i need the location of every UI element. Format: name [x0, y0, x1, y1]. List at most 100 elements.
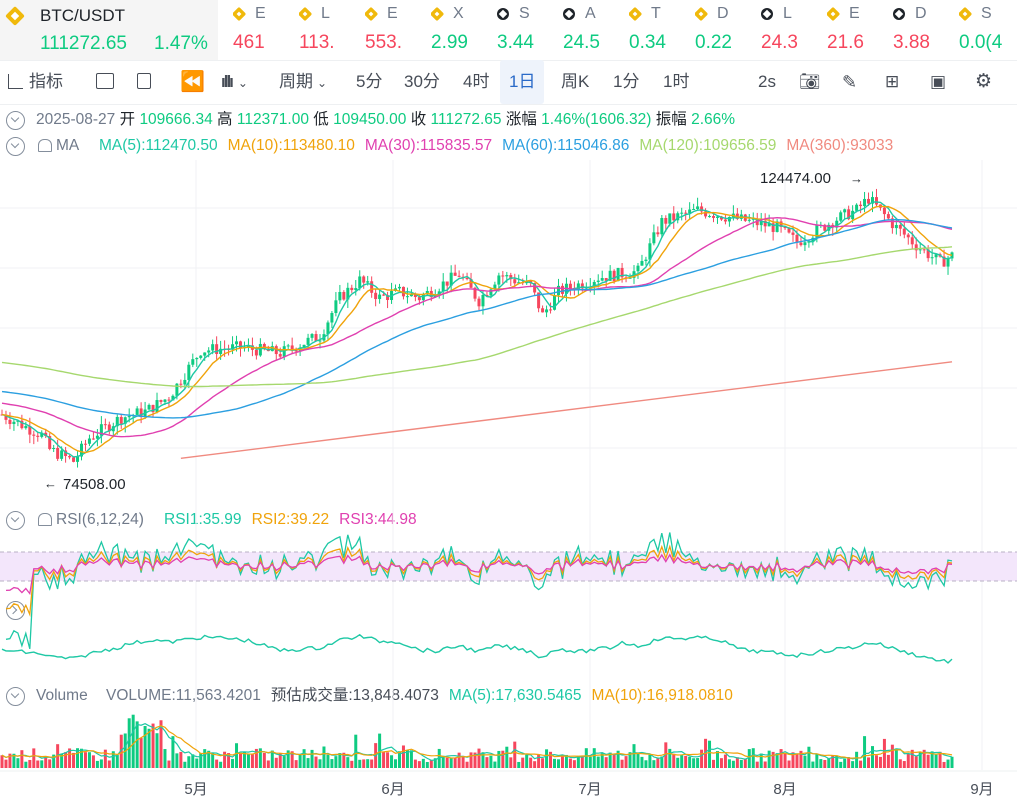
- candle-body: [568, 283, 572, 289]
- volume-bar: [441, 755, 445, 768]
- volume-bar: [246, 753, 250, 768]
- ticker-item[interactable]: L 24.3: [761, 0, 827, 60]
- candle-body: [83, 443, 87, 445]
- volume-bar: [481, 752, 485, 768]
- ticker-item[interactable]: S 3.44: [497, 0, 563, 60]
- volume-bar: [36, 760, 40, 768]
- volume-bar: [791, 752, 795, 768]
- volume-bar: [525, 754, 529, 768]
- rewind-icon[interactable]: ⏪: [180, 71, 205, 93]
- candle-body: [644, 259, 648, 262]
- candle-body: [791, 232, 795, 235]
- interval-tab[interactable]: 周K: [561, 72, 590, 91]
- layout-icon[interactable]: [96, 60, 114, 104]
- settings-template-icon[interactable]: ▣: [930, 72, 947, 91]
- ticker-item[interactable]: S 0.0(4: [959, 0, 1017, 60]
- amplitude-value: 2.66%: [691, 111, 736, 128]
- candle-body: [747, 219, 751, 221]
- candle-body: [115, 416, 119, 427]
- candle-body: [159, 400, 163, 402]
- candle-body: [445, 281, 449, 286]
- candle-body: [696, 206, 700, 210]
- candle-body: [604, 278, 608, 281]
- pencil-icon[interactable]: ✎: [842, 72, 858, 92]
- candle-body: [171, 395, 175, 401]
- interval-tab[interactable]: 1时: [663, 72, 690, 91]
- interval-tab[interactable]: 30分: [404, 72, 440, 91]
- collapse-toggle-icon[interactable]: [6, 687, 25, 706]
- period-button[interactable]: 周期 ⌄: [279, 60, 327, 104]
- candle-body: [306, 337, 310, 345]
- ma-legend: MA MA(5):112470.50 MA(10):113480.10 MA(30)…: [0, 134, 1017, 158]
- rsi-lines: [5, 532, 953, 650]
- candle-body: [238, 341, 242, 349]
- candle-type-button[interactable]: ıllı ⌄: [221, 60, 248, 104]
- expand-toggle-icon[interactable]: [6, 601, 25, 620]
- volume-bar: [346, 757, 350, 768]
- volume-bar: [775, 753, 779, 768]
- rsi-line-1: [5, 532, 953, 650]
- ticker-item[interactable]: D 3.88: [893, 0, 959, 60]
- ma-lines: [1, 201, 953, 460]
- volume-bar: [517, 761, 521, 768]
- columns-icon[interactable]: [137, 60, 151, 104]
- candle-body: [934, 254, 938, 258]
- volume-bar: [807, 746, 811, 768]
- collapse-toggle-icon[interactable]: [6, 511, 25, 530]
- ticker-item[interactable]: E 553.: [365, 0, 431, 60]
- ticker-symbol: E: [849, 5, 860, 22]
- bell-icon[interactable]: [38, 513, 52, 526]
- interval-tab[interactable]: 5分: [356, 72, 383, 91]
- refresh-rate-button[interactable]: 2s: [758, 72, 776, 91]
- ticker-item[interactable]: E 461: [233, 0, 299, 60]
- ticker-item[interactable]: D 0.22: [695, 0, 761, 60]
- candle-body: [596, 280, 600, 282]
- collapse-toggle-icon[interactable]: [6, 137, 25, 156]
- volume-ma-lines: [1, 723, 953, 761]
- candle-body: [290, 345, 294, 350]
- volume-bar: [600, 753, 604, 768]
- add-frame-icon[interactable]: ⊞: [885, 72, 900, 91]
- current-pair-ticker[interactable]: BTC/USDT 111272.65 1.47%: [0, 0, 218, 60]
- ma-line-60: [1, 218, 953, 419]
- legend-value: RSI2:39.22: [251, 511, 330, 528]
- interval-tab[interactable]: 1日: [500, 60, 545, 104]
- volume-bar: [894, 748, 898, 768]
- collapse-toggle-icon[interactable]: [6, 111, 25, 130]
- ticker-item[interactable]: A 24.5: [563, 0, 629, 60]
- volume-bar: [560, 755, 564, 768]
- volume-bar: [68, 748, 72, 768]
- volume-bar: [278, 753, 282, 768]
- candle-body: [338, 291, 342, 301]
- candle-body: [926, 249, 930, 259]
- bell-icon[interactable]: [38, 139, 52, 152]
- interval-tab[interactable]: 1分: [613, 72, 640, 91]
- low-value: 109450.00: [333, 111, 407, 128]
- candle-body: [771, 223, 775, 232]
- ma-line-120: [1, 246, 953, 388]
- ticker-item[interactable]: X 2.99: [431, 0, 497, 60]
- interval-tab[interactable]: 4时: [463, 72, 490, 91]
- candle-body: [914, 244, 918, 251]
- volume-bar: [696, 758, 700, 768]
- volume-bar: [99, 759, 103, 768]
- candle-body: [560, 285, 564, 294]
- volume-bar: [489, 755, 493, 768]
- volume-bar: [60, 753, 64, 768]
- ticker-item[interactable]: L 113.: [299, 0, 365, 60]
- ticker-value: 113.: [299, 32, 335, 53]
- volume-bar: [195, 758, 199, 768]
- ticker-symbol: D: [717, 5, 729, 22]
- candle-body: [640, 261, 644, 266]
- ticker-item[interactable]: E 21.6: [827, 0, 893, 60]
- indicators-button[interactable]: 指标: [8, 60, 63, 104]
- candle-body: [636, 265, 640, 272]
- ticker-item[interactable]: T 0.34: [629, 0, 695, 60]
- volume-bar: [0, 755, 4, 768]
- camera-icon[interactable]: 📷︎: [799, 72, 821, 91]
- volume-bar: [139, 737, 143, 768]
- gear-icon[interactable]: ⚙: [975, 71, 993, 92]
- volume-bar: [266, 760, 270, 768]
- volume-bar: [382, 751, 386, 768]
